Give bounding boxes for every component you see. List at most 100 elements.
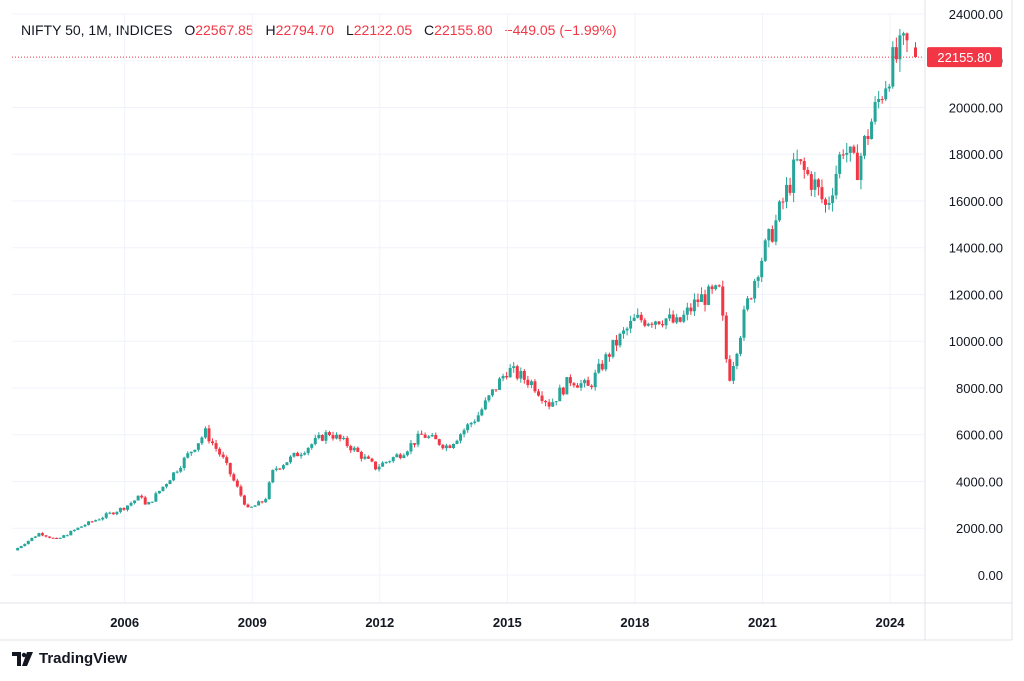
last-candle-body bbox=[913, 47, 917, 58]
candle-body bbox=[898, 35, 902, 60]
candle-body bbox=[788, 184, 792, 193]
candle-body bbox=[278, 468, 282, 470]
candle-body bbox=[816, 179, 820, 188]
candle-body bbox=[632, 317, 636, 321]
candle-body bbox=[512, 366, 516, 368]
candle-body bbox=[827, 202, 831, 205]
candle-body bbox=[756, 277, 760, 281]
change-value: −449.05 (−1.99%) bbox=[504, 22, 617, 38]
x-tick-label: 2021 bbox=[748, 615, 777, 630]
candle-body bbox=[689, 307, 693, 312]
candle-body bbox=[395, 454, 399, 458]
y-tick-label: 14000.00 bbox=[949, 241, 1003, 256]
candle-body bbox=[799, 159, 803, 162]
brand-name: TradingView bbox=[39, 650, 128, 667]
candle-body bbox=[551, 402, 555, 407]
candle-body bbox=[235, 480, 239, 487]
candle-body bbox=[682, 314, 686, 322]
candle-body bbox=[476, 415, 480, 422]
close-label: C bbox=[424, 22, 435, 38]
candle-body bbox=[221, 454, 225, 458]
candle-body bbox=[118, 507, 122, 512]
candle-body bbox=[809, 174, 813, 190]
candle-body bbox=[179, 468, 183, 472]
candle-body bbox=[770, 229, 774, 242]
candle-body bbox=[763, 240, 767, 261]
candle-body bbox=[866, 135, 870, 140]
candle-body bbox=[841, 154, 845, 156]
candle-body bbox=[813, 179, 817, 190]
grid bbox=[12, 13, 924, 603]
candle-body bbox=[792, 159, 796, 193]
candle-body bbox=[579, 383, 583, 388]
candle-body bbox=[427, 436, 431, 438]
x-tick-label: 2009 bbox=[238, 615, 267, 630]
candle-body bbox=[600, 363, 604, 370]
candle-body bbox=[225, 457, 229, 463]
candle-body bbox=[806, 169, 810, 175]
candle-body bbox=[232, 474, 236, 481]
candle-body bbox=[423, 434, 427, 438]
candle-body bbox=[699, 294, 703, 302]
candle-body bbox=[767, 229, 771, 241]
candle-body bbox=[55, 537, 59, 539]
candle-body bbox=[76, 527, 80, 530]
candle-body bbox=[777, 201, 781, 221]
candle-body bbox=[65, 535, 69, 537]
candle-body bbox=[877, 99, 881, 103]
candle-body bbox=[884, 88, 888, 100]
candle-body bbox=[653, 321, 657, 325]
candle-body bbox=[707, 286, 711, 305]
x-tick-label: 2012 bbox=[365, 615, 394, 630]
candle-body bbox=[101, 517, 105, 520]
candle-body bbox=[537, 391, 541, 396]
candle-body bbox=[774, 220, 778, 242]
candle-body bbox=[172, 472, 176, 481]
candle-body bbox=[597, 363, 601, 373]
candle-body bbox=[880, 99, 884, 101]
candle-body bbox=[685, 307, 689, 315]
candle-body bbox=[306, 447, 310, 454]
candle-body bbox=[668, 314, 672, 319]
candle-body bbox=[611, 339, 615, 357]
candle-body bbox=[412, 443, 416, 445]
candle-body bbox=[129, 503, 133, 506]
candle-body bbox=[558, 387, 562, 402]
candle-body bbox=[487, 395, 491, 401]
candle-body bbox=[575, 385, 579, 388]
candle-body bbox=[143, 497, 147, 505]
candle-body bbox=[519, 371, 523, 379]
candle-body bbox=[742, 309, 746, 338]
candle-body bbox=[324, 432, 328, 441]
candle-body bbox=[586, 380, 590, 386]
candle-body bbox=[498, 378, 502, 390]
candle-body bbox=[862, 135, 866, 156]
candle-body bbox=[455, 440, 459, 444]
candle-body bbox=[299, 454, 303, 457]
y-tick-label: 0.00 bbox=[978, 568, 1003, 583]
candle-body bbox=[377, 466, 381, 470]
candle-body bbox=[175, 471, 179, 473]
candle-body bbox=[310, 444, 314, 448]
candle-body bbox=[19, 546, 23, 548]
candle-body bbox=[738, 337, 742, 354]
candle-body bbox=[753, 280, 757, 299]
candle-body bbox=[33, 536, 37, 538]
y-tick-label: 24000.00 bbox=[949, 7, 1003, 22]
candle-body bbox=[140, 495, 144, 498]
brand[interactable]: TradingView bbox=[12, 650, 127, 667]
candle-body bbox=[604, 354, 608, 370]
candle-body bbox=[292, 452, 296, 457]
candle-body bbox=[296, 452, 300, 457]
candle-body bbox=[614, 339, 618, 346]
candle-body bbox=[834, 173, 838, 196]
candle-body bbox=[214, 443, 218, 449]
candle-body bbox=[625, 328, 629, 331]
candle-body bbox=[859, 155, 863, 180]
candle-body bbox=[692, 299, 696, 312]
candle-body bbox=[430, 434, 434, 437]
candle-body bbox=[901, 33, 905, 36]
candle-body bbox=[505, 375, 509, 378]
symbol-label[interactable]: NIFTY 50, 1M, INDICES bbox=[21, 22, 173, 38]
